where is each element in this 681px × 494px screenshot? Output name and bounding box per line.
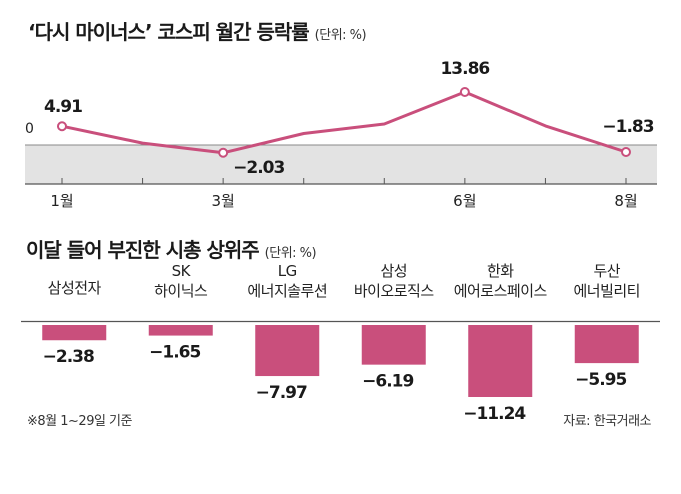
bar [361,325,426,365]
bar-value-label: −11.24 [463,404,526,424]
data-point-marker [621,146,631,157]
bar-chart-unit: (단위: %) [264,246,317,261]
bar-value-label: −7.97 [256,383,307,403]
line-chart-unit: (단위: %) [314,28,367,43]
category-label: 바이오로직스 [354,282,435,300]
bar-value-label: −6.19 [362,372,413,392]
negative-zone-band [25,145,657,184]
category-label: SK [172,262,192,280]
bar [148,325,213,336]
category-label: 두산 [593,262,620,280]
category-label: 삼성 [380,262,407,280]
data-point-label: 4.91 [44,97,82,117]
data-point-label: −2.03 [233,158,284,178]
bar-value-label: −5.95 [575,370,626,390]
category-label: 한화 [487,262,514,280]
kospi-monthly-line [61,90,627,155]
category-label: 에너지솔루션 [247,282,327,300]
footnote: ※8월 1~29일 기준 [27,414,132,429]
line-chart-title: ‘다시 마이너스’ 코스피 월간 등락률 (단위: %) [28,20,367,44]
zero-label: 0 [25,121,34,137]
bar [42,325,107,341]
x-tick-label: 8월 [614,192,637,210]
category-label: 에너빌리티 [573,282,640,300]
data-point-label: −1.83 [602,117,653,137]
bar [255,325,320,377]
x-tick-label: 3월 [211,192,234,210]
bar-chart-title: 이달 들어 부진한 시총 상위주 (단위: %) [26,238,317,262]
bar-value-label: −1.65 [149,343,200,363]
category-label: 삼성전자 [48,279,102,297]
data-point-label: 13.86 [440,59,489,79]
x-tick-label: 6월 [453,192,476,210]
category-label: LG [278,262,297,280]
source-note: 자료: 한국거래소 [563,414,651,429]
bar-value-label: −2.38 [43,347,94,367]
data-point-marker [459,87,470,97]
bar [468,325,533,397]
bar [574,325,639,364]
data-point-marker [57,121,67,132]
category-label: 하이닉스 [154,282,208,300]
x-tick-label: 1월 [50,192,73,210]
category-label: 에어로스페이스 [454,282,548,300]
data-point-marker [218,147,229,158]
